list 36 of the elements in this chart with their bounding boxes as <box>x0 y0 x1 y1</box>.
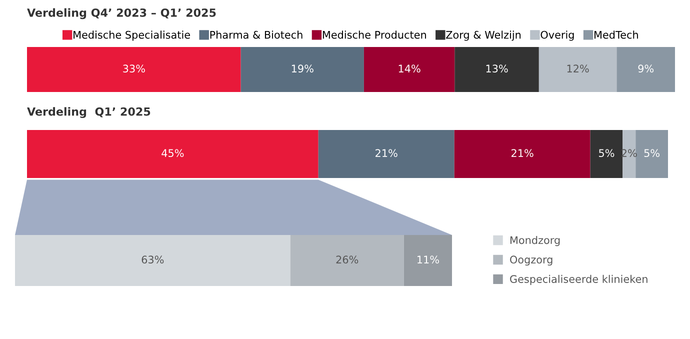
legend-label: Pharma & Biotech <box>210 30 302 39</box>
chart-title: Verdeling Q1’ 2025 <box>27 107 150 118</box>
legend-label: Medische Specialisatie <box>74 30 190 41</box>
data-label: 19% <box>292 64 314 73</box>
legend-label: Zorg & Welzijn <box>446 30 521 41</box>
legend-label: Gespecialiseerde klinieken <box>510 274 648 285</box>
bar <box>454 47 539 92</box>
data-label: 12% <box>567 64 589 73</box>
bar <box>538 47 617 92</box>
data-label: 5% <box>644 149 660 158</box>
bar <box>27 130 318 178</box>
bar <box>454 130 590 178</box>
data-label: 21% <box>512 149 534 158</box>
bar <box>364 47 455 92</box>
data-label: 5% <box>599 149 614 158</box>
chart-title: Verdeling Q4’ 2023 – Q1’ 2025 <box>27 8 216 20</box>
bar <box>240 47 364 92</box>
data-label: 63% <box>142 256 164 264</box>
legend-label: Oogzorg <box>510 256 552 266</box>
bar <box>636 130 668 178</box>
data-label: 21% <box>376 149 398 158</box>
data-label: 11% <box>418 256 439 264</box>
legend-label: MedTech <box>594 30 638 39</box>
data-label: 13% <box>486 64 508 73</box>
data-label: 45% <box>162 149 184 158</box>
data-label: 14% <box>398 64 420 73</box>
legend-label: Mondzorg <box>510 236 560 246</box>
bar <box>318 130 454 178</box>
bar <box>590 130 623 178</box>
legend-label: Medische Producten <box>322 30 426 39</box>
bar <box>616 47 675 92</box>
legend-label: Overig <box>540 30 574 41</box>
data-label: 26% <box>336 256 358 264</box>
data-label: 9% <box>638 64 654 73</box>
bar <box>27 47 241 92</box>
data-label: 33% <box>123 64 145 73</box>
